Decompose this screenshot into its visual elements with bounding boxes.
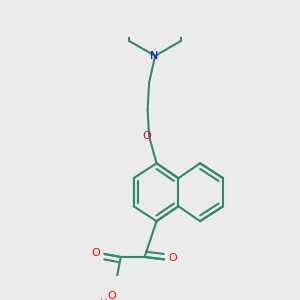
Text: O: O <box>91 248 100 258</box>
Text: O: O <box>142 131 151 141</box>
Text: O: O <box>107 291 116 300</box>
Text: O: O <box>169 253 177 263</box>
Text: O: O <box>151 0 159 1</box>
Text: H: H <box>100 298 107 300</box>
Text: N: N <box>150 52 159 61</box>
